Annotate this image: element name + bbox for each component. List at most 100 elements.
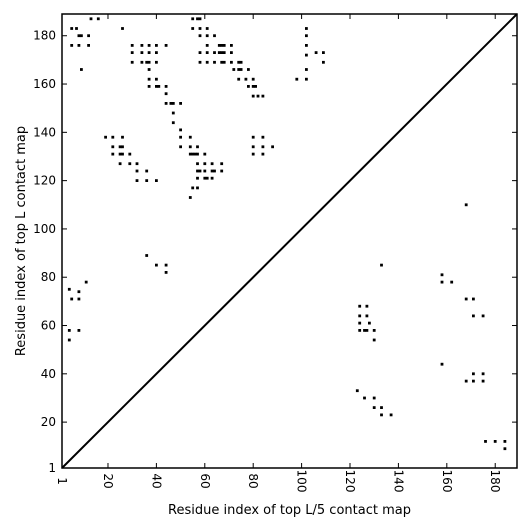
contact-point [89, 17, 93, 21]
contact-point [118, 152, 122, 156]
contact-point [128, 152, 132, 156]
contact-point [164, 85, 168, 88]
contact-point [251, 152, 255, 156]
contact-point [222, 44, 226, 47]
contact-point [222, 60, 226, 64]
contact-point [87, 34, 90, 38]
contact-point [155, 44, 158, 47]
x-tick-label: 120 [343, 470, 357, 493]
contact-point [237, 68, 241, 71]
contact-point [372, 329, 376, 332]
contact-point [380, 406, 383, 409]
contact-point [239, 68, 243, 71]
contact-point [271, 145, 274, 149]
contact-point [230, 44, 233, 47]
contact-point [164, 102, 168, 105]
contact-point [251, 94, 255, 98]
contact-point [472, 379, 475, 383]
contact-point [191, 17, 195, 21]
contact-point [147, 77, 151, 81]
contact-point [191, 186, 195, 190]
contact-point [196, 145, 199, 149]
contact-points [67, 17, 507, 451]
contact-point [188, 135, 192, 139]
contact-point [130, 60, 134, 64]
contact-point [128, 162, 132, 166]
contact-point [203, 162, 207, 166]
contact-point [358, 329, 362, 332]
contact-point [70, 297, 74, 301]
contact-point [365, 314, 369, 318]
contact-point [75, 27, 78, 30]
contact-point [464, 297, 468, 301]
contact-point [118, 162, 122, 166]
contact-point [450, 280, 454, 284]
contact-point [169, 102, 173, 105]
contact-point [147, 68, 151, 71]
contact-point [380, 413, 383, 417]
contact-point [503, 447, 507, 451]
contact-point [67, 287, 71, 291]
contact-point [232, 68, 236, 71]
contact-point [363, 396, 366, 400]
y-axis-label: Residue index of top L contact map [14, 126, 29, 356]
contact-point [210, 169, 214, 173]
x-tick-label: 60 [198, 473, 212, 488]
contact-point [196, 17, 199, 21]
x-tick-label: 20 [101, 473, 115, 488]
contact-point [440, 362, 444, 366]
x-tick-label: 80 [246, 473, 260, 488]
contact-point [121, 145, 124, 149]
contact-point [322, 51, 325, 54]
contact-point [220, 51, 224, 54]
contact-point [481, 314, 485, 318]
contact-point [135, 179, 139, 182]
contact-point [213, 60, 216, 64]
y-tick-label: 100 [33, 222, 56, 236]
contact-point [372, 338, 376, 342]
contact-point [196, 169, 199, 173]
contact-point [217, 51, 221, 54]
x-tick-label: 160 [440, 470, 454, 493]
contact-point [67, 338, 71, 342]
contact-point [358, 321, 362, 325]
x-tick-label: 140 [391, 470, 405, 493]
contact-point [305, 27, 308, 30]
contact-point [80, 68, 83, 71]
contact-point [77, 329, 81, 332]
contact-point [179, 135, 182, 139]
contact-point [164, 263, 168, 267]
contact-point [77, 297, 81, 301]
contact-point [472, 297, 475, 301]
contact-point [251, 145, 255, 149]
contact-point [145, 169, 149, 173]
x-tick-label: 180 [488, 470, 502, 493]
contact-point [256, 94, 260, 98]
contact-point [140, 44, 144, 47]
contact-point [464, 203, 468, 207]
y-tick-label: 140 [33, 125, 56, 139]
contact-point [464, 379, 468, 383]
contact-point [155, 51, 158, 54]
contact-point [203, 176, 207, 180]
contact-point [198, 51, 202, 54]
contact-point [198, 17, 202, 21]
contact-point [230, 60, 233, 64]
contact-point [440, 280, 444, 284]
contact-point [198, 169, 202, 173]
contact-point [365, 304, 369, 308]
contact-point [237, 77, 241, 81]
contact-point [87, 44, 90, 47]
y-tick-label: 1 [48, 461, 56, 475]
contact-point [118, 145, 122, 149]
contact-point [96, 17, 100, 21]
contact-point [155, 263, 158, 267]
contact-point [205, 27, 209, 30]
contact-point [472, 314, 475, 318]
contact-point [140, 60, 144, 64]
contact-point [358, 304, 362, 308]
contact-point [111, 152, 115, 156]
contact-point [213, 169, 216, 173]
